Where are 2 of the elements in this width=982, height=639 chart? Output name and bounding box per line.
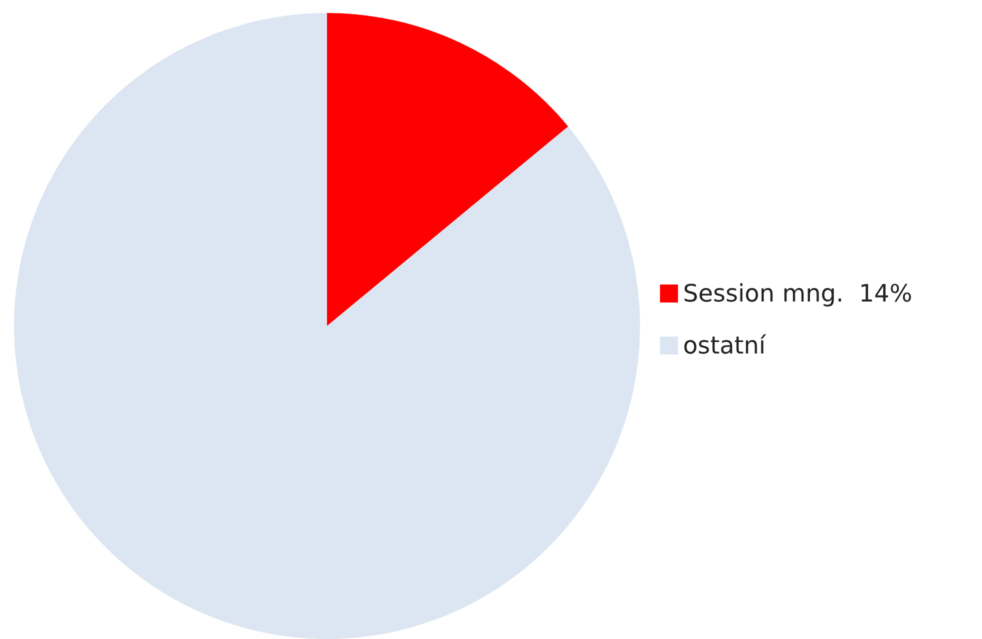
- legend-label: ostatní: [683, 332, 767, 360]
- legend-label: Session mng. 14%: [683, 280, 912, 308]
